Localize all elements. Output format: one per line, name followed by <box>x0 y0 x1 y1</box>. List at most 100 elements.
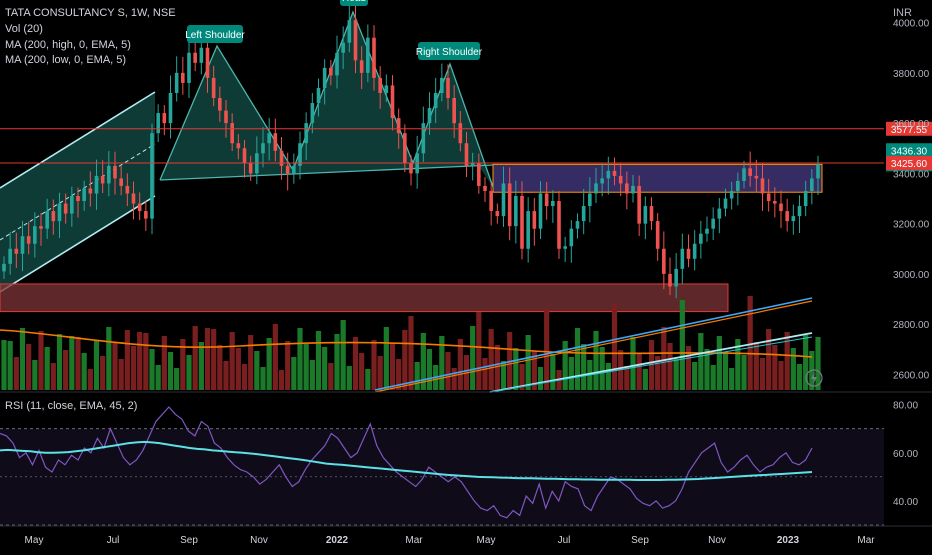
volume-bar <box>457 339 463 390</box>
candle-body <box>816 164 820 179</box>
candle-body <box>662 248 666 274</box>
right-shoulder-label[interactable]: Right Shoulder <box>416 47 483 58</box>
volume-bar <box>334 334 340 390</box>
candle-body <box>507 183 512 227</box>
indicator-ma-low-label[interactable]: MA (200, low, 0, EMA, 5) <box>5 54 126 66</box>
volume-bar <box>1 340 7 390</box>
annotations-layer: Left Shoulder Head Right Shoulder <box>185 0 483 60</box>
volume-bar <box>93 340 100 390</box>
candle-body <box>279 150 284 166</box>
volume-bar <box>611 304 618 390</box>
candle-body <box>754 175 759 179</box>
y-tick-label: 3400.00 <box>893 169 930 180</box>
channel-lower-line <box>0 195 156 293</box>
candle-body <box>144 211 148 219</box>
candle-body <box>94 175 99 194</box>
indicator-ma-high-label[interactable]: MA (200, high, 0, EMA, 5) <box>5 39 131 51</box>
candle-body <box>563 246 567 249</box>
volume-bar <box>365 369 371 390</box>
volume-bar <box>402 330 408 390</box>
candle-body <box>347 20 352 43</box>
candle-body <box>353 20 358 61</box>
candle-body <box>310 103 315 124</box>
rsi-indicator-label[interactable]: RSI (11, close, EMA, 45, 2) <box>5 400 137 412</box>
candle-body <box>396 118 401 134</box>
x-tick-label: Sep <box>631 535 649 546</box>
candle-body <box>612 170 617 176</box>
volume-bar <box>389 343 396 390</box>
volume-bar <box>642 369 648 390</box>
candle-body <box>483 185 487 191</box>
candle-body <box>125 185 130 194</box>
candle-body <box>594 183 598 194</box>
candle-body <box>470 163 475 166</box>
volume-layer <box>1 296 821 390</box>
last-price-tag[interactable]: 3436.30 <box>891 146 928 157</box>
volume-bar <box>661 327 667 390</box>
candle-body <box>181 72 185 83</box>
resistance-price-tag[interactable]: 3577.55 <box>891 125 928 136</box>
lightning-icon[interactable] <box>805 369 823 387</box>
candle-body <box>723 198 728 209</box>
head-label[interactable]: Head <box>342 0 366 4</box>
candle-body <box>773 201 777 204</box>
volume-bar <box>605 363 611 390</box>
volume-bar <box>180 339 186 390</box>
volume-bar <box>340 320 346 390</box>
candle-body <box>717 208 722 219</box>
volume-bar <box>476 312 482 390</box>
candle-body <box>174 72 179 93</box>
candle-body <box>551 201 555 207</box>
candle-body <box>514 196 518 227</box>
resistance-price-tag-bg <box>886 121 932 136</box>
volume-bar <box>396 359 402 390</box>
volume-bar <box>352 337 359 390</box>
candle-body <box>341 42 345 53</box>
candle-body <box>82 188 86 202</box>
candle-body <box>686 248 691 259</box>
volume-bar <box>291 357 297 390</box>
candle-body <box>618 175 623 184</box>
candle-body <box>8 248 12 264</box>
header-layer: TATA CONSULTANCY S, 1W, NSE Vol (20) MA … <box>5 7 912 412</box>
candle-body <box>45 211 49 229</box>
symbol-title[interactable]: TATA CONSULTANCY S, 1W, NSE <box>5 7 176 19</box>
volume-bar <box>722 352 729 390</box>
candle-body <box>236 143 241 149</box>
candle-body <box>322 67 327 88</box>
volume-bar <box>346 366 352 390</box>
candle-body <box>205 47 210 78</box>
candle-body <box>729 190 734 199</box>
volume-bar <box>87 369 93 390</box>
candle-body <box>421 123 426 154</box>
candle-body <box>26 236 31 244</box>
neckline <box>159 164 494 181</box>
volume-bar <box>19 328 26 390</box>
indicator-volume-label[interactable]: Vol (20) <box>5 23 43 35</box>
candle-body <box>631 185 635 194</box>
axes-layer: 2600.00 2800.00 3000.00 3200.00 3400.00 3600.… <box>0 19 932 546</box>
volume-bar <box>796 364 803 390</box>
left-shoulder-label[interactable]: Left Shoulder <box>185 30 245 41</box>
candle-body <box>779 203 783 212</box>
volume-bar <box>297 328 303 390</box>
rsi-layer <box>0 391 932 526</box>
volume-bar <box>100 356 106 390</box>
volume-bar <box>531 351 537 390</box>
candle-body <box>655 221 660 249</box>
volume-bar <box>118 359 124 390</box>
candle-body <box>316 87 321 104</box>
volume-bar <box>599 347 605 390</box>
volume-bar <box>420 333 426 390</box>
candle-body <box>248 163 253 174</box>
support-price-tag[interactable]: 3425.60 <box>891 159 928 170</box>
volume-bar <box>445 352 451 390</box>
volume-bar <box>149 349 155 390</box>
last-price-tag-bg <box>886 143 932 158</box>
volume-bar <box>223 361 229 390</box>
volume-bar <box>260 367 266 390</box>
volume-bar <box>303 344 309 390</box>
candle-body <box>495 211 500 217</box>
candle-body <box>156 113 160 134</box>
